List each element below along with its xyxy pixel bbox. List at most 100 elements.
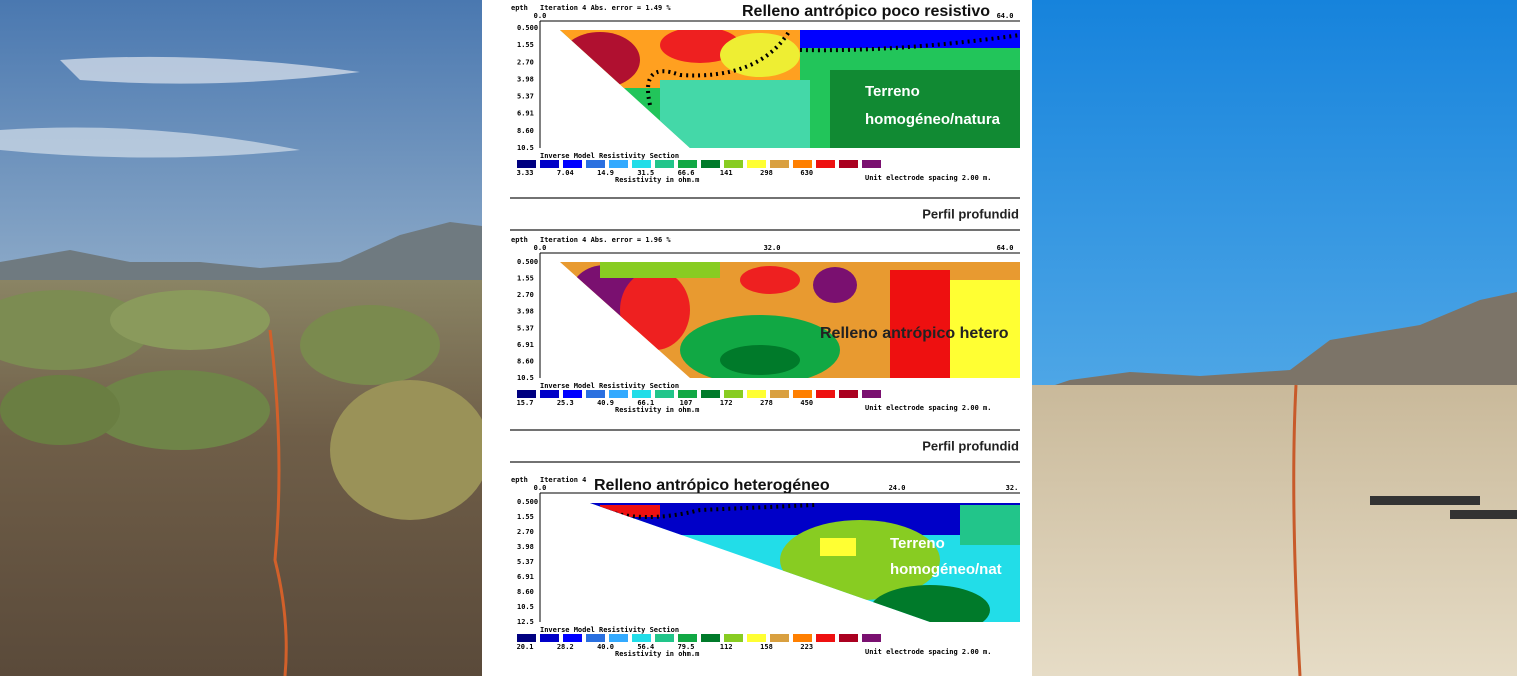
scale-swatch xyxy=(793,390,812,398)
x-label: 0.0 xyxy=(534,244,547,252)
depth-label: 10.5 xyxy=(517,374,534,382)
scale-swatch xyxy=(816,160,835,168)
x-label: 32. xyxy=(1006,484,1019,492)
scale-value: 3.33 xyxy=(517,169,534,177)
scale-swatch xyxy=(586,634,605,642)
scale-value: 79.5 xyxy=(678,643,695,651)
scale-value: 450 xyxy=(800,399,813,407)
caption: Perfil profundid xyxy=(922,206,1019,221)
depth-label: 8.60 xyxy=(517,588,534,596)
scale-value: 56.4 xyxy=(637,643,654,651)
scale-value: 7.04 xyxy=(557,169,574,177)
depth-label: 2.70 xyxy=(517,291,534,299)
scale-swatch xyxy=(862,634,881,642)
scale-swatch xyxy=(770,390,789,398)
x-label: 64.0 xyxy=(997,12,1014,20)
x-label: 24.0 xyxy=(889,484,906,492)
scale-swatch xyxy=(632,390,651,398)
scale-value: 66.1 xyxy=(637,399,654,407)
scale-swatch xyxy=(862,160,881,168)
scale-value: 25.3 xyxy=(557,399,574,407)
scale-swatch xyxy=(770,634,789,642)
scale-value: 278 xyxy=(760,399,773,407)
photo-left xyxy=(0,0,490,676)
x-label: 0.0 xyxy=(534,484,547,492)
scale-value: 28.2 xyxy=(557,643,574,651)
scale-swatch xyxy=(862,390,881,398)
iteration: Iteration 4 Abs. error = 1.49 % xyxy=(540,4,671,12)
scale-value: 172 xyxy=(720,399,733,407)
scale-swatch xyxy=(586,390,605,398)
scale-swatch xyxy=(517,634,536,642)
scale-swatch xyxy=(678,390,697,398)
scale-swatch xyxy=(563,390,582,398)
scale-swatch xyxy=(540,634,559,642)
scale-value: 141 xyxy=(720,169,733,177)
annotation: Terreno xyxy=(890,535,945,552)
x-label: 0.0 xyxy=(534,12,547,20)
depth-label: 6.91 xyxy=(517,110,534,118)
scale-swatch xyxy=(701,160,720,168)
scale-swatch xyxy=(839,634,858,642)
scale-swatch xyxy=(563,160,582,168)
depth-label: 2.70 xyxy=(517,528,534,536)
depth-label: 5.37 xyxy=(517,558,534,566)
scale-value: 15.7 xyxy=(517,399,534,407)
scale-swatch xyxy=(517,390,536,398)
scale-value: 112 xyxy=(720,643,733,651)
scale-swatch xyxy=(517,160,536,168)
scale-swatch xyxy=(655,160,674,168)
scale-value: 223 xyxy=(800,643,813,651)
iteration: Iteration 4 xyxy=(540,476,586,484)
scale-swatch xyxy=(655,634,674,642)
depth-header: epth xyxy=(511,476,528,484)
model-title: Inverse Model Resistivity Section xyxy=(540,626,679,634)
electrode-spacing: Unit electrode spacing 2.00 m. xyxy=(865,648,991,656)
depth-label: 3.98 xyxy=(517,75,534,83)
scale-unit: Resistivity in ohm.m xyxy=(615,650,699,658)
scale-swatch xyxy=(724,634,743,642)
scale-unit: Resistivity in ohm.m xyxy=(615,176,699,184)
depth-header: epth xyxy=(511,236,528,244)
scale-swatch xyxy=(701,390,720,398)
scale-swatch xyxy=(839,390,858,398)
depth-label: 10.5 xyxy=(517,603,534,611)
scale-value: 31.5 xyxy=(637,169,654,177)
scale-swatch xyxy=(816,634,835,642)
scale-swatch xyxy=(793,634,812,642)
annotation: Relleno antrópico hetero xyxy=(820,325,1009,342)
scale-value: 158 xyxy=(760,643,773,651)
depth-label: 1.55 xyxy=(517,275,534,283)
scale-value: 298 xyxy=(760,169,773,177)
depth-label: 8.60 xyxy=(517,127,534,135)
scale-swatch xyxy=(609,160,628,168)
electrode-spacing: Unit electrode spacing 2.00 m. xyxy=(865,174,991,182)
scale-swatch xyxy=(678,160,697,168)
depth-label: 3.98 xyxy=(517,308,534,316)
scale-value: 40.0 xyxy=(597,643,614,651)
depth-label: 5.37 xyxy=(517,324,534,332)
scale-value: 630 xyxy=(800,169,813,177)
scale-swatch xyxy=(540,390,559,398)
depth-label: 1.55 xyxy=(517,513,534,521)
scale-swatch xyxy=(724,390,743,398)
scale-swatch xyxy=(839,160,858,168)
iteration: Iteration 4 Abs. error = 1.96 % xyxy=(540,236,671,244)
section-image xyxy=(560,262,1020,378)
depth-label: 10.5 xyxy=(517,144,534,152)
scale-swatch xyxy=(678,634,697,642)
model-title: Inverse Model Resistivity Section xyxy=(540,382,679,390)
scale-swatch xyxy=(770,160,789,168)
scale-swatch xyxy=(632,160,651,168)
depth-label: 0.500 xyxy=(517,258,538,266)
scale-swatch xyxy=(747,390,766,398)
scale-swatch xyxy=(747,634,766,642)
depth-label: 0.500 xyxy=(517,498,538,506)
depth-label: 12.5 xyxy=(517,618,534,626)
scale-swatch xyxy=(816,390,835,398)
scale-swatch xyxy=(793,160,812,168)
depth-label: 3.98 xyxy=(517,543,534,551)
scale-swatch xyxy=(540,160,559,168)
